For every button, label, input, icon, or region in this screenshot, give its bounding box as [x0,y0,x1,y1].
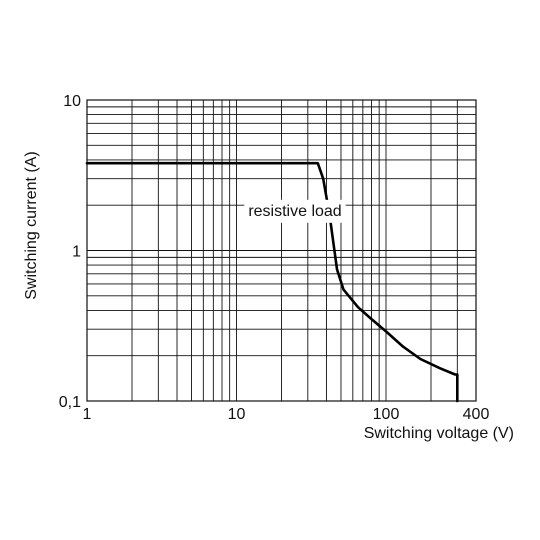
annotation-resistive-load: resistive load [248,203,341,220]
series [85,161,459,403]
y-tick-label: 0,1 [59,394,81,411]
x-tick-labels: 1 10 100 400 [83,406,490,423]
x-tick-label: 100 [373,406,400,423]
plot-border [86,99,477,402]
y-axis-title: Switching current (A) [23,151,40,300]
series-line-0 [85,161,459,403]
plot-frame [86,99,477,402]
y-tick-label: 1 [72,244,81,261]
x-axis-title: Switching voltage (V) [364,425,514,442]
y-tick-labels: 0,1 1 10 [59,93,81,411]
annotation-background [244,199,346,223]
grid [87,100,476,401]
x-tick-label: 10 [228,406,246,423]
x-tick-label: 1 [83,406,92,423]
y-tick-label: 10 [63,93,81,110]
x-tick-label: 400 [463,406,490,423]
